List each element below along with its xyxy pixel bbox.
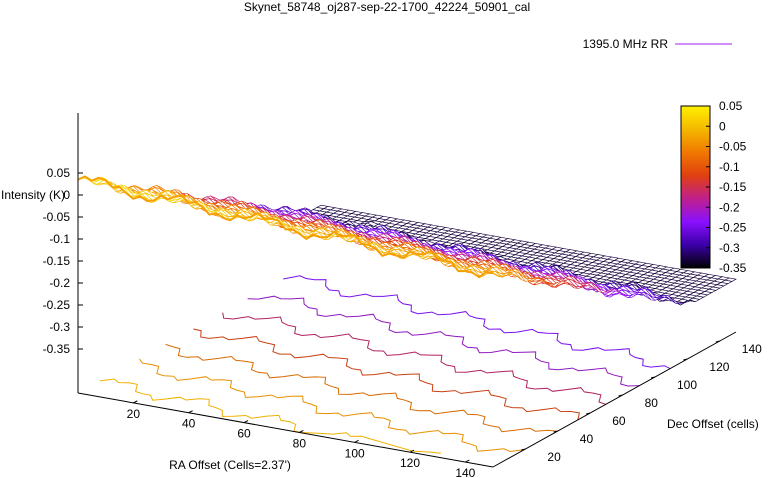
legend: 1395.0 MHz RR: [583, 37, 732, 51]
y-tick-label: 80: [645, 396, 659, 410]
y-tick-mark: [650, 376, 656, 379]
x-tick-mark: [465, 459, 470, 463]
y-tick-label: 20: [547, 450, 561, 464]
x-axis-line: [77, 392, 494, 468]
x-tick-label: 100: [345, 446, 365, 460]
z-tick-label: 0.05: [47, 166, 71, 180]
colorbar-tick-label: 0: [719, 119, 726, 133]
y-tick-mark: [521, 448, 526, 451]
colorbar-tick-label: -0.2: [719, 200, 740, 214]
x-tick-mark: [243, 420, 249, 424]
y-axis-label: Dec Offset (cells): [667, 417, 759, 431]
z-tick-label: -0.15: [43, 254, 71, 268]
surface-front-edge: [77, 175, 494, 279]
y-tick-label: 100: [677, 378, 697, 392]
x-tick-label: 120: [400, 456, 420, 470]
z-tick-label: -0.25: [43, 298, 71, 312]
colorbar-tick-label: -0.05: [719, 140, 747, 154]
z-tick-label: -0.05: [43, 210, 71, 224]
y-tick-mark: [586, 412, 591, 415]
chart-title: Skynet_58748_oj287-sep-22-1700_42224_509…: [244, 0, 530, 14]
z-tick-label: -0.1: [49, 232, 70, 246]
colorbar-ticks: 0.05 0 -0.05 -0.1 -0.15 -0.2 -0.25 -0.3 -0.35: [706, 99, 747, 275]
y-tick-mark: [618, 394, 623, 397]
axes: [77, 113, 737, 468]
colorbar: 0.05 0 -0.05 -0.1 -0.15 -0.2 -0.25 -0.3 -0.35: [680, 99, 747, 275]
y-tick-label: 120: [709, 360, 729, 374]
y-tick-mark: [715, 340, 720, 343]
x-tick-mark: [409, 449, 415, 453]
colorbar-tick-label: -0.35: [719, 261, 747, 275]
legend-label: 1395.0 MHz RR: [583, 37, 669, 51]
tick-labels: 20 40 60 80 100 120 140 20 40 60 80 100 120 140 0.05 0 -…: [43, 166, 763, 478]
z-axis-label: Intensity (K): [1, 188, 65, 202]
x-tick-label: 80: [293, 436, 307, 450]
contour-line: [138, 358, 525, 453]
colorbar-tick-label: -0.15: [719, 180, 747, 194]
contour-line: [283, 275, 671, 370]
x-tick-label: 40: [182, 417, 196, 431]
y-tick-mark: [683, 358, 688, 361]
x-tick-label: 20: [127, 407, 141, 421]
surface-mesh: [77, 175, 737, 306]
y-axis-line: [492, 331, 737, 468]
colorbar-gradient: [680, 105, 711, 269]
x-tick-mark: [133, 400, 138, 404]
contour-line: [99, 378, 441, 454]
y-tick-label: 60: [612, 414, 626, 428]
contour-line: [222, 312, 606, 405]
y-tick-mark: [553, 430, 558, 433]
x-tick-mark: [299, 430, 304, 433]
z-tick-label: -0.2: [49, 276, 70, 290]
contour-line: [247, 295, 640, 387]
z-tick-label: -0.3: [49, 320, 70, 334]
x-tick-label: 60: [237, 427, 251, 441]
y-tick-label: 140: [742, 342, 762, 356]
colorbar-tick-label: -0.25: [719, 221, 747, 235]
x-tick-mark: [188, 410, 193, 414]
x-tick-label: 140: [455, 466, 475, 478]
colorbar-tick-label: 0.05: [719, 99, 743, 113]
z-tick-label: 0: [63, 188, 70, 202]
z-tick-label: -0.35: [43, 342, 71, 356]
contour-lines: [99, 275, 671, 454]
y-tick-label: 40: [580, 432, 594, 446]
colorbar-tick-label: -0.1: [719, 160, 740, 174]
x-tick-mark: [354, 439, 359, 443]
contour-line: [193, 328, 581, 421]
x-axis-label: RA Offset (Cells=2.37'): [169, 458, 291, 472]
colorbar-tick-label: -0.3: [719, 241, 740, 255]
contour-line: [165, 343, 558, 433]
